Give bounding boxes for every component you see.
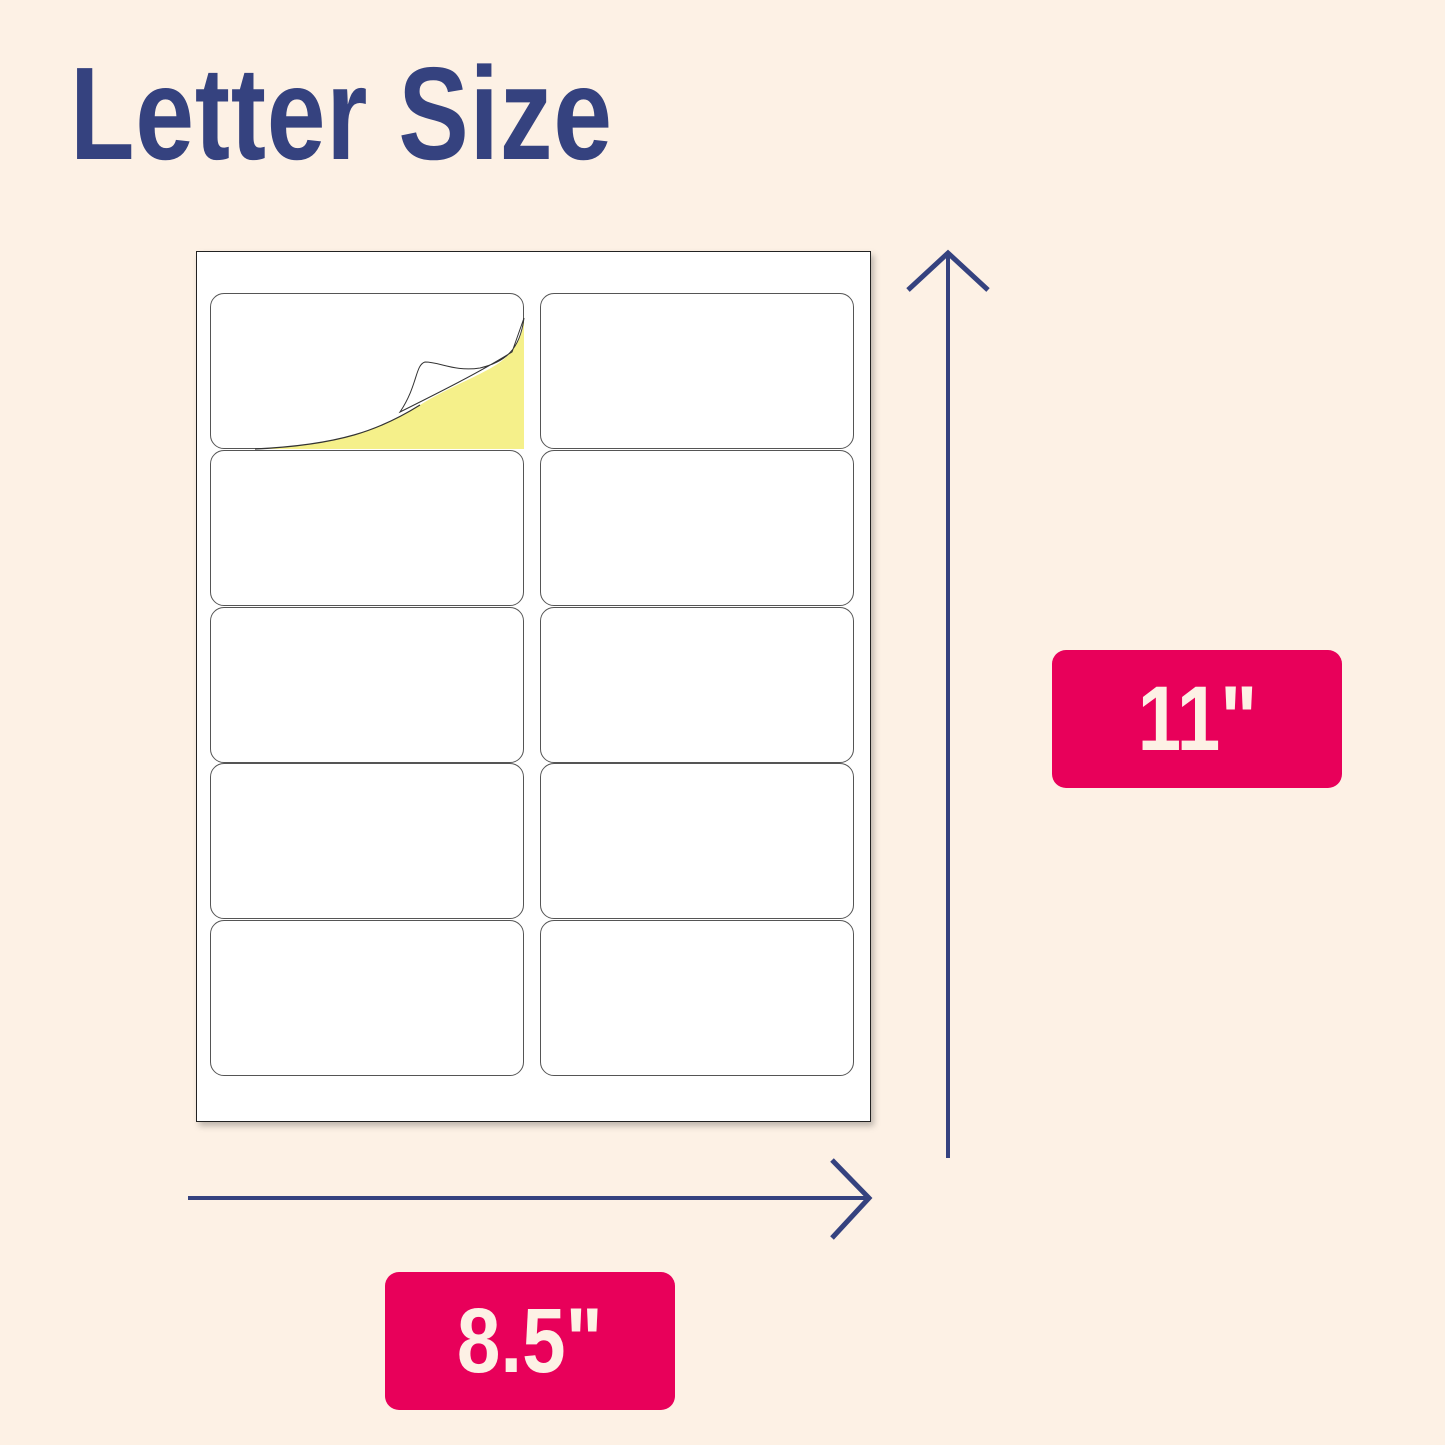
label-r4-c1	[210, 763, 524, 919]
width-badge: 8.5"	[385, 1272, 675, 1410]
height-badge: 11"	[1052, 650, 1342, 788]
width-arrow	[188, 1158, 873, 1240]
height-arrow	[906, 249, 990, 1158]
label-backing	[255, 315, 524, 449]
label-sheet	[196, 251, 871, 1122]
height-label: 11"	[1137, 667, 1257, 770]
label-r5-c2	[540, 920, 854, 1076]
label-r2-c1	[210, 450, 524, 606]
peeled-corner	[254, 315, 525, 450]
peel-flap	[398, 317, 525, 414]
label-r3-c1	[210, 607, 524, 763]
label-r3-c2	[540, 607, 854, 763]
label-r5-c1	[210, 920, 524, 1076]
page-title: Letter Size	[70, 40, 613, 187]
label-r2-c2	[540, 450, 854, 606]
width-label: 8.5"	[457, 1289, 603, 1392]
label-r1-c2	[540, 293, 854, 449]
label-r4-c2	[540, 763, 854, 919]
